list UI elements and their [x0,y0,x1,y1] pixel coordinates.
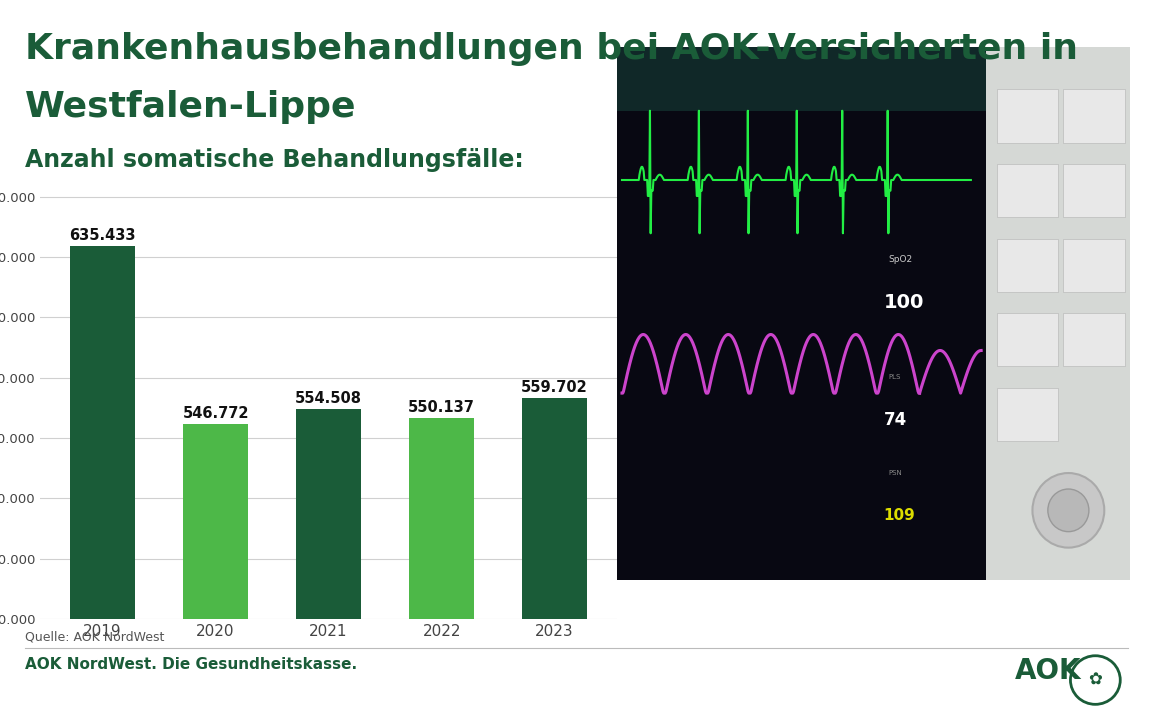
Text: PSN: PSN [889,470,903,476]
Bar [1063,164,1125,217]
Bar [986,47,1130,580]
Bar [522,398,588,720]
Text: SpO2: SpO2 [889,256,913,264]
Bar [1063,238,1125,292]
Text: AOK: AOK [1015,657,1082,685]
Bar [1063,89,1125,143]
Text: 109: 109 [883,508,915,523]
Text: 100: 100 [883,293,924,312]
Text: 635.433: 635.433 [69,228,136,243]
Bar [996,238,1058,292]
Text: ✿: ✿ [1088,671,1102,689]
Bar [996,89,1058,143]
Bar [617,47,986,580]
Text: Quelle: AOK NordWest: Quelle: AOK NordWest [25,630,165,643]
Bar [409,418,474,720]
Text: AOK NordWest. Die Gesundheitskasse.: AOK NordWest. Die Gesundheitskasse. [25,657,357,672]
Bar [996,313,1058,366]
Bar [617,47,986,111]
Text: Krankenhausbehandlungen bei AOK-Versicherten in: Krankenhausbehandlungen bei AOK-Versiche… [25,32,1078,66]
Text: PLS: PLS [889,374,902,380]
Circle shape [1048,489,1088,531]
Text: 546.772: 546.772 [182,406,249,421]
Bar [1063,313,1125,366]
Text: Anzahl somatische Behandlungsfälle:: Anzahl somatische Behandlungsfälle: [25,148,525,171]
Text: 559.702: 559.702 [521,380,588,395]
Bar [296,409,361,720]
Text: 554.508: 554.508 [295,391,362,406]
Bar [996,388,1058,441]
Bar [183,424,248,720]
Text: 74: 74 [883,410,907,428]
Text: Westfalen-Lippe: Westfalen-Lippe [25,90,357,124]
Text: 550.137: 550.137 [408,400,475,415]
Bar [69,246,135,720]
Bar [996,164,1058,217]
Circle shape [1032,473,1105,548]
